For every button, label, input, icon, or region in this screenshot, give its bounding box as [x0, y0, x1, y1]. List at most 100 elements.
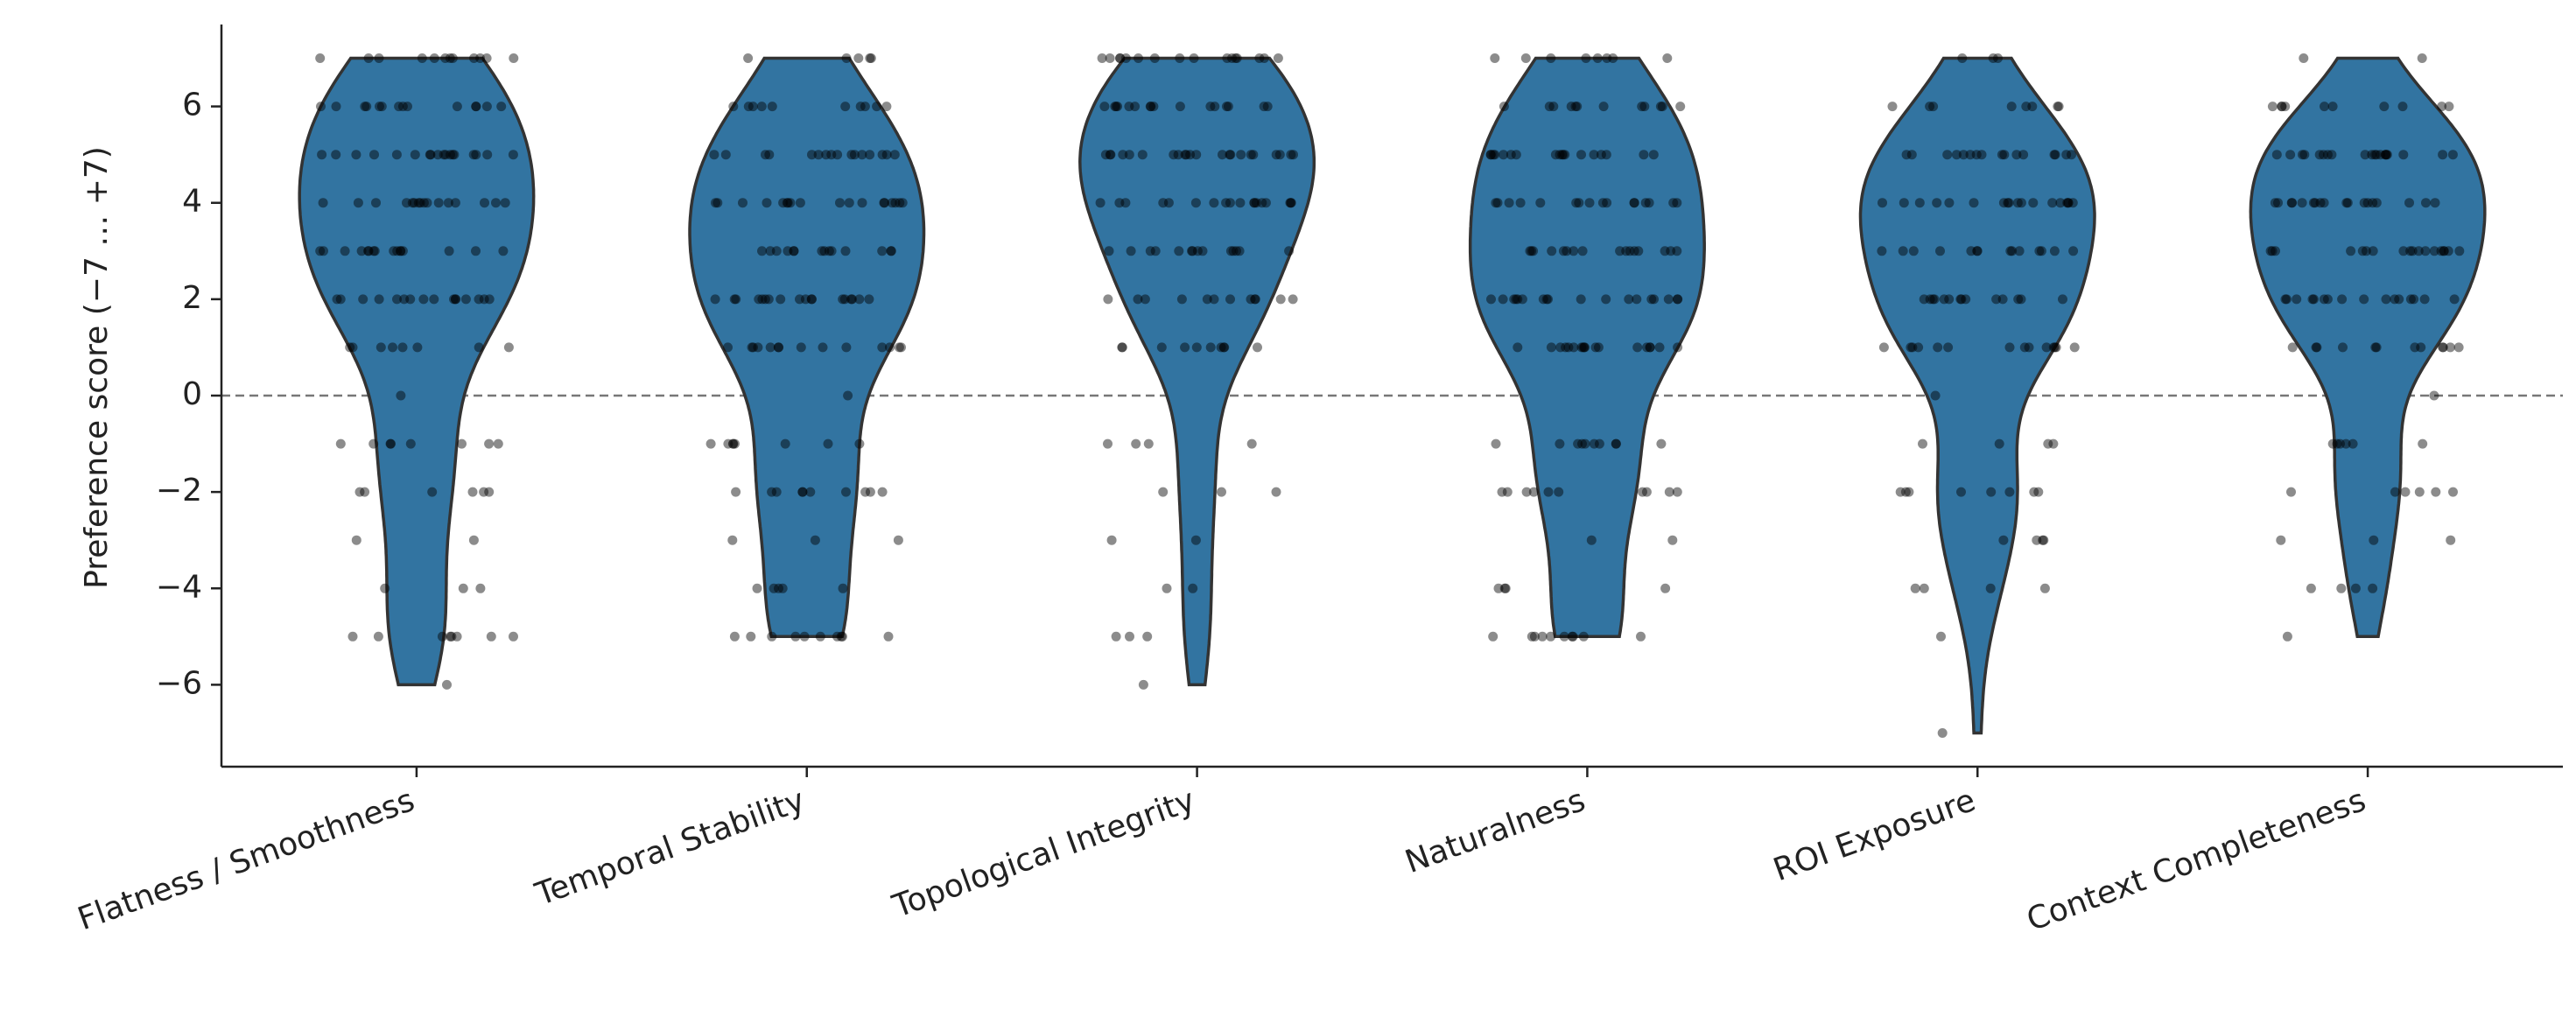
point	[481, 53, 492, 63]
point	[2319, 294, 2329, 305]
point	[1645, 342, 1655, 353]
point	[819, 246, 830, 256]
point	[1570, 102, 1581, 112]
point	[2047, 198, 2058, 208]
point	[2418, 438, 2428, 449]
violin	[1078, 56, 1316, 687]
point	[345, 342, 355, 353]
point	[363, 246, 374, 256]
point	[1130, 102, 1141, 112]
point	[445, 53, 455, 63]
point	[402, 198, 411, 208]
point	[760, 294, 770, 305]
point	[2413, 246, 2424, 256]
point	[877, 246, 888, 256]
point	[895, 198, 905, 208]
point	[1972, 246, 1983, 256]
point	[1944, 294, 1955, 305]
point	[371, 198, 381, 208]
point	[2069, 342, 2080, 353]
point	[1666, 246, 1676, 256]
point	[2032, 535, 2042, 545]
point	[418, 198, 429, 208]
violin	[688, 56, 926, 639]
point	[407, 198, 418, 208]
point	[392, 294, 402, 305]
point	[1672, 294, 1682, 305]
point	[432, 150, 443, 160]
point	[467, 487, 478, 497]
y-axis-label: Preference score (−7 … +7)	[79, 146, 115, 589]
point	[1636, 631, 1646, 642]
point	[1499, 583, 1510, 593]
point	[1097, 53, 1107, 63]
point	[1188, 583, 1198, 593]
point	[409, 198, 419, 208]
point	[1578, 631, 1589, 642]
point	[1580, 438, 1590, 449]
point	[723, 342, 733, 353]
point	[728, 102, 739, 112]
point	[1935, 246, 1945, 256]
point	[872, 102, 882, 112]
point	[442, 679, 452, 690]
point	[363, 53, 374, 63]
x-tick-label: ROI Exposure	[1769, 782, 1981, 888]
point	[1648, 150, 1659, 160]
point	[2357, 246, 2368, 256]
point	[2341, 438, 2351, 449]
point	[1555, 438, 1565, 449]
point	[1191, 342, 1202, 353]
point	[2429, 390, 2439, 401]
point	[443, 198, 453, 208]
point	[2036, 246, 2046, 256]
point	[2368, 246, 2378, 256]
point	[1629, 246, 1639, 256]
point	[509, 53, 519, 63]
point	[1225, 198, 1235, 208]
point	[1878, 342, 1889, 353]
point	[1520, 53, 1531, 63]
point	[2058, 294, 2067, 305]
point	[1260, 198, 1271, 208]
point	[880, 198, 889, 208]
point	[396, 246, 406, 256]
point	[317, 150, 327, 160]
point	[369, 438, 379, 449]
point	[1593, 342, 1604, 353]
point	[896, 342, 906, 353]
point	[1577, 246, 1588, 256]
point	[1248, 150, 1259, 160]
point	[2287, 342, 2298, 353]
point	[1117, 342, 1127, 353]
point	[319, 246, 328, 256]
point	[1209, 294, 1219, 305]
point	[2016, 198, 2026, 208]
point	[2359, 198, 2369, 208]
point	[1638, 487, 1647, 497]
point	[1672, 487, 1682, 497]
point	[1581, 53, 1591, 63]
point	[838, 294, 848, 305]
point	[1913, 342, 1924, 353]
point	[315, 53, 326, 63]
point	[2311, 342, 2321, 353]
point	[1217, 487, 1226, 497]
point	[2267, 102, 2278, 112]
point	[844, 198, 854, 208]
point	[2379, 102, 2390, 112]
point	[1500, 583, 1511, 593]
point	[2439, 246, 2449, 256]
point	[1633, 246, 1644, 256]
point	[864, 294, 874, 305]
point	[824, 246, 834, 256]
point	[738, 198, 748, 208]
point	[1120, 198, 1131, 208]
point	[1511, 150, 1521, 160]
point	[2309, 294, 2319, 305]
point	[877, 342, 888, 353]
point	[1936, 631, 1946, 642]
point	[2376, 150, 2385, 160]
point	[1262, 102, 1273, 112]
point	[881, 150, 892, 160]
